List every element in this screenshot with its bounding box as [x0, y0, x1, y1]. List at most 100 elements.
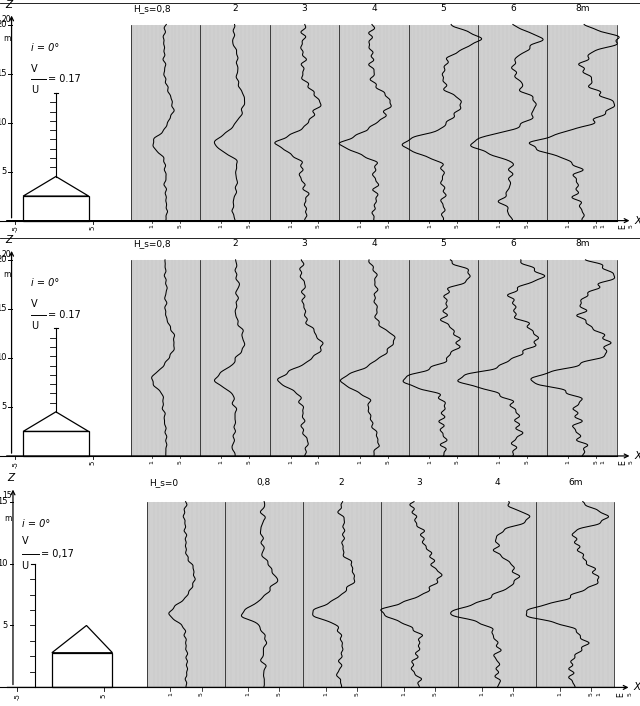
Text: i = 0°: i = 0°: [31, 278, 59, 288]
Text: 5: 5: [628, 225, 633, 229]
Text: 6: 6: [510, 4, 516, 13]
Text: -5: -5: [12, 225, 19, 232]
Text: X: X: [635, 451, 640, 461]
Text: 5: 5: [385, 460, 390, 464]
Bar: [458, 502, 536, 688]
Text: = 0.17: = 0.17: [48, 310, 81, 320]
Text: -5: -5: [12, 461, 19, 468]
Text: H_s=0,8: H_s=0,8: [133, 4, 171, 13]
Bar: [381, 502, 458, 688]
Text: 20: 20: [1, 15, 11, 23]
Text: 1: 1: [427, 225, 432, 229]
Text: 5: 5: [593, 225, 598, 229]
Text: 1: 1: [497, 225, 501, 229]
Text: 5: 5: [2, 402, 7, 412]
Bar: [478, 260, 547, 456]
Text: 0,8: 0,8: [257, 478, 271, 486]
Text: 15: 15: [0, 304, 7, 313]
Text: 6: 6: [510, 239, 516, 248]
Text: 1: 1: [246, 693, 251, 696]
Text: 1: 1: [168, 693, 173, 696]
Text: 5: 5: [316, 460, 321, 464]
Text: 3: 3: [301, 4, 307, 13]
Text: 2: 2: [232, 4, 238, 13]
Text: Z: Z: [7, 473, 14, 483]
Bar: [225, 502, 303, 688]
Text: 5: 5: [588, 693, 593, 696]
Bar: [131, 25, 200, 220]
Bar: [52, 653, 113, 688]
Text: i = 0°: i = 0°: [22, 519, 50, 529]
Text: 2: 2: [339, 478, 344, 486]
Text: 5: 5: [627, 693, 632, 696]
Text: 5: 5: [316, 225, 321, 229]
Bar: [200, 25, 270, 220]
Text: 1: 1: [288, 460, 293, 464]
Text: 1: 1: [401, 693, 406, 696]
Text: 5: 5: [385, 225, 390, 229]
Text: 5: 5: [524, 225, 529, 229]
Text: 5: 5: [2, 167, 7, 176]
Bar: [270, 260, 339, 456]
Text: 5: 5: [440, 239, 446, 248]
Text: 5: 5: [177, 460, 182, 464]
Text: 1: 1: [288, 225, 293, 229]
Text: 1: 1: [566, 225, 571, 229]
Bar: [339, 25, 409, 220]
Text: 10: 10: [0, 118, 7, 127]
Bar: [270, 25, 339, 220]
Text: 3: 3: [417, 478, 422, 486]
Bar: [147, 502, 225, 688]
Text: 1: 1: [427, 460, 432, 464]
Bar: [23, 196, 89, 220]
Text: = 0.17: = 0.17: [48, 74, 81, 85]
Text: 5: 5: [355, 693, 360, 696]
Text: 1: 1: [497, 460, 501, 464]
Text: 4: 4: [371, 4, 377, 13]
Text: m: m: [4, 514, 12, 523]
Text: U: U: [31, 321, 38, 330]
Text: X: X: [635, 215, 640, 226]
Text: 5: 5: [455, 460, 460, 464]
Text: 1: 1: [219, 225, 224, 229]
Text: 5: 5: [177, 225, 182, 229]
Text: E: E: [618, 460, 627, 465]
Bar: [409, 25, 478, 220]
Text: E: E: [616, 693, 625, 697]
Text: V: V: [31, 299, 38, 309]
Text: 5: 5: [100, 693, 107, 698]
Text: 5: 5: [628, 460, 633, 464]
Text: 5: 5: [433, 693, 438, 696]
Text: 5: 5: [90, 225, 95, 230]
Text: 5: 5: [524, 460, 529, 464]
Text: 1: 1: [600, 460, 605, 464]
Text: 1: 1: [600, 225, 605, 229]
Text: 1: 1: [358, 225, 363, 229]
Text: 2: 2: [232, 239, 238, 248]
Text: 20: 20: [0, 256, 7, 264]
Bar: [131, 260, 200, 456]
Text: 1: 1: [479, 693, 484, 696]
Bar: [200, 260, 270, 456]
Text: 1: 1: [596, 693, 601, 696]
Text: E: E: [618, 225, 627, 229]
Bar: [339, 260, 409, 456]
Text: 4: 4: [495, 478, 500, 486]
Text: 20: 20: [0, 20, 7, 29]
Text: 3: 3: [301, 239, 307, 248]
Bar: [478, 25, 547, 220]
Text: 4: 4: [371, 239, 377, 248]
Text: 20: 20: [1, 250, 11, 259]
Text: 5: 5: [90, 461, 95, 465]
Text: m: m: [3, 270, 11, 279]
Text: 5: 5: [277, 693, 282, 696]
Text: 10: 10: [0, 354, 7, 362]
Text: U: U: [31, 85, 38, 95]
Text: 8m: 8m: [575, 4, 589, 13]
Text: 5: 5: [246, 225, 252, 229]
Text: 1: 1: [358, 460, 363, 464]
Text: 1: 1: [219, 460, 224, 464]
Bar: [547, 25, 617, 220]
Text: = 0,17: = 0,17: [41, 549, 74, 558]
Text: 10: 10: [0, 559, 8, 568]
